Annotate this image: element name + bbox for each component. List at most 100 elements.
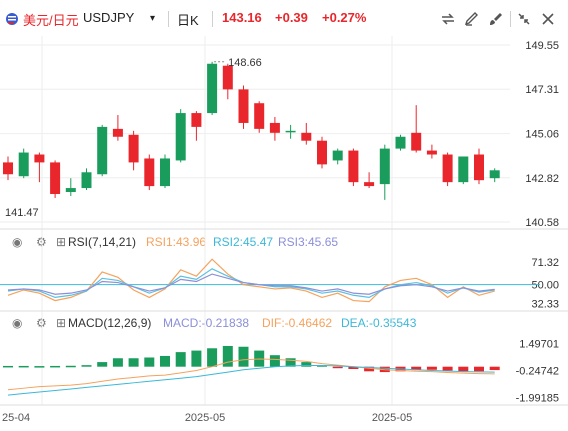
macd-histogram-bar — [65, 365, 76, 368]
candle-body — [144, 158, 155, 187]
macd-histogram-bar — [18, 365, 29, 368]
macd-histogram-bar — [364, 366, 375, 372]
macd-histogram-bar — [128, 358, 139, 367]
macd-header: ◉ ⚙ ⊞ MACD(12,26,9) MACD:-0.21838 DIF:-0… — [0, 316, 568, 334]
macd-legend: MACD:-0.21838 — [163, 316, 250, 330]
menu-icon[interactable]: ⊞ — [56, 316, 67, 330]
candle-body — [65, 188, 76, 193]
candle-body — [489, 170, 500, 179]
macd-histogram-bar — [112, 358, 123, 367]
candle-body — [112, 128, 123, 137]
menu-icon[interactable]: ⊞ — [56, 235, 67, 249]
last-price: 143.16 — [222, 10, 262, 25]
rsi3-legend: RSI3:45.65 — [278, 235, 339, 249]
price-axis-tick: 147.31 — [525, 84, 559, 96]
candle-body — [175, 113, 186, 161]
candle-body — [97, 126, 108, 175]
dif-line — [7, 358, 495, 391]
gear-icon[interactable]: ⚙ — [36, 235, 47, 249]
rsi-axis-tick: 32.33 — [531, 298, 559, 310]
macd-histogram-bar — [426, 366, 437, 370]
rsi1-legend: RSI1:43.96 — [146, 235, 207, 249]
candle-body — [18, 152, 29, 177]
candle-body — [50, 162, 61, 194]
eye-icon[interactable]: ◉ — [12, 235, 23, 249]
rsi-line-rsi3 — [7, 273, 495, 295]
macd-histogram-bar — [3, 365, 13, 368]
price-axis-tick: 149.55 — [525, 40, 559, 52]
candle-body — [269, 122, 280, 133]
macd-histogram-bar — [301, 362, 312, 367]
macd-histogram-bar — [474, 366, 484, 372]
macd-title: MACD(12,26,9) — [68, 316, 152, 330]
x-axis-tick: 2025-05 — [185, 412, 225, 424]
candle-body — [458, 156, 469, 183]
chevron-down-icon[interactable]: ▾ — [150, 13, 156, 24]
macd-histogram-bar — [442, 366, 453, 371]
price-change-percent: +0.27% — [322, 10, 367, 25]
toolbar-divider — [510, 11, 511, 27]
high-price-label: 148.66 — [228, 57, 262, 69]
candle-body — [285, 130, 296, 133]
candle-body — [395, 136, 406, 149]
macd-histogram-bar — [50, 365, 61, 368]
symbol-label[interactable]: USDJPY — [83, 10, 135, 25]
macd-histogram-bar — [222, 345, 233, 367]
low-price-label: 141.47 — [5, 207, 39, 219]
gear-icon[interactable]: ⚙ — [36, 316, 47, 330]
candle-body — [332, 150, 343, 161]
candle-body — [3, 162, 13, 175]
macd-histogram-bar — [411, 366, 422, 371]
macd-histogram-bar — [207, 348, 218, 367]
macd-histogram-bar — [458, 366, 469, 372]
macd-histogram-bar — [191, 350, 202, 367]
candle-body — [317, 140, 327, 165]
macd-histogram-bar — [81, 365, 92, 367]
macd-histogram-bar — [97, 362, 108, 367]
close-icon[interactable] — [538, 9, 558, 29]
macd-histogram-bar — [332, 366, 343, 369]
candle-body — [81, 172, 92, 189]
shrink-icon[interactable] — [514, 9, 534, 29]
toolbar-divider — [168, 11, 169, 27]
flag-icon[interactable] — [2, 9, 22, 29]
macd-histogram-bar — [348, 366, 359, 369]
macd-axis-tick: -1.99185 — [516, 392, 559, 404]
rsi-line-rsi1 — [7, 258, 495, 303]
candle-body — [474, 154, 484, 181]
candle-body — [411, 132, 422, 151]
compare-icon[interactable] — [438, 9, 458, 29]
price-axis-tick: 140.58 — [525, 217, 559, 229]
macd-histogram-bar — [144, 357, 155, 367]
rsi-axis-tick: 71.32 — [531, 257, 559, 269]
rsi-header: ◉ ⚙ ⊞ RSI(7,14,21) RSI1:43.96 RSI2:45.47… — [0, 235, 568, 253]
chart-toolbar: 美元/日元 USDJPY ▾ 日K 143.16 +0.39 +0.27% — [0, 0, 568, 36]
macd-histogram-bar — [175, 352, 186, 367]
candle-body — [254, 103, 265, 129]
price-axis-tick: 145.06 — [525, 129, 559, 141]
instrument-name[interactable]: 美元/日元 — [23, 13, 79, 28]
candle-body — [301, 132, 312, 141]
drawing-icon[interactable] — [462, 9, 482, 29]
candle-body — [348, 150, 359, 183]
price-axis-tick: 142.82 — [525, 173, 559, 185]
macd-histogram-bar — [269, 355, 280, 367]
macd-histogram-bar — [238, 346, 249, 367]
dif-legend: DIF:-0.46462 — [262, 316, 333, 330]
candle-body — [222, 65, 233, 90]
candle-body — [238, 89, 249, 123]
candle-body — [364, 182, 375, 187]
dea-line — [7, 364, 495, 396]
candle-body — [442, 154, 453, 183]
candle-body — [34, 154, 45, 163]
brush-icon[interactable] — [486, 9, 506, 29]
eye-icon[interactable]: ◉ — [12, 316, 23, 330]
macd-histogram-bar — [489, 366, 500, 371]
timeframe-selector[interactable]: 日K — [177, 13, 199, 28]
candle-body — [426, 150, 437, 155]
macd-histogram-bar — [160, 355, 170, 367]
x-axis-tick: 25-04 — [2, 412, 30, 424]
dea-legend: DEA:-0.35543 — [341, 316, 417, 330]
macd-axis-tick: 1.49701 — [519, 339, 559, 351]
